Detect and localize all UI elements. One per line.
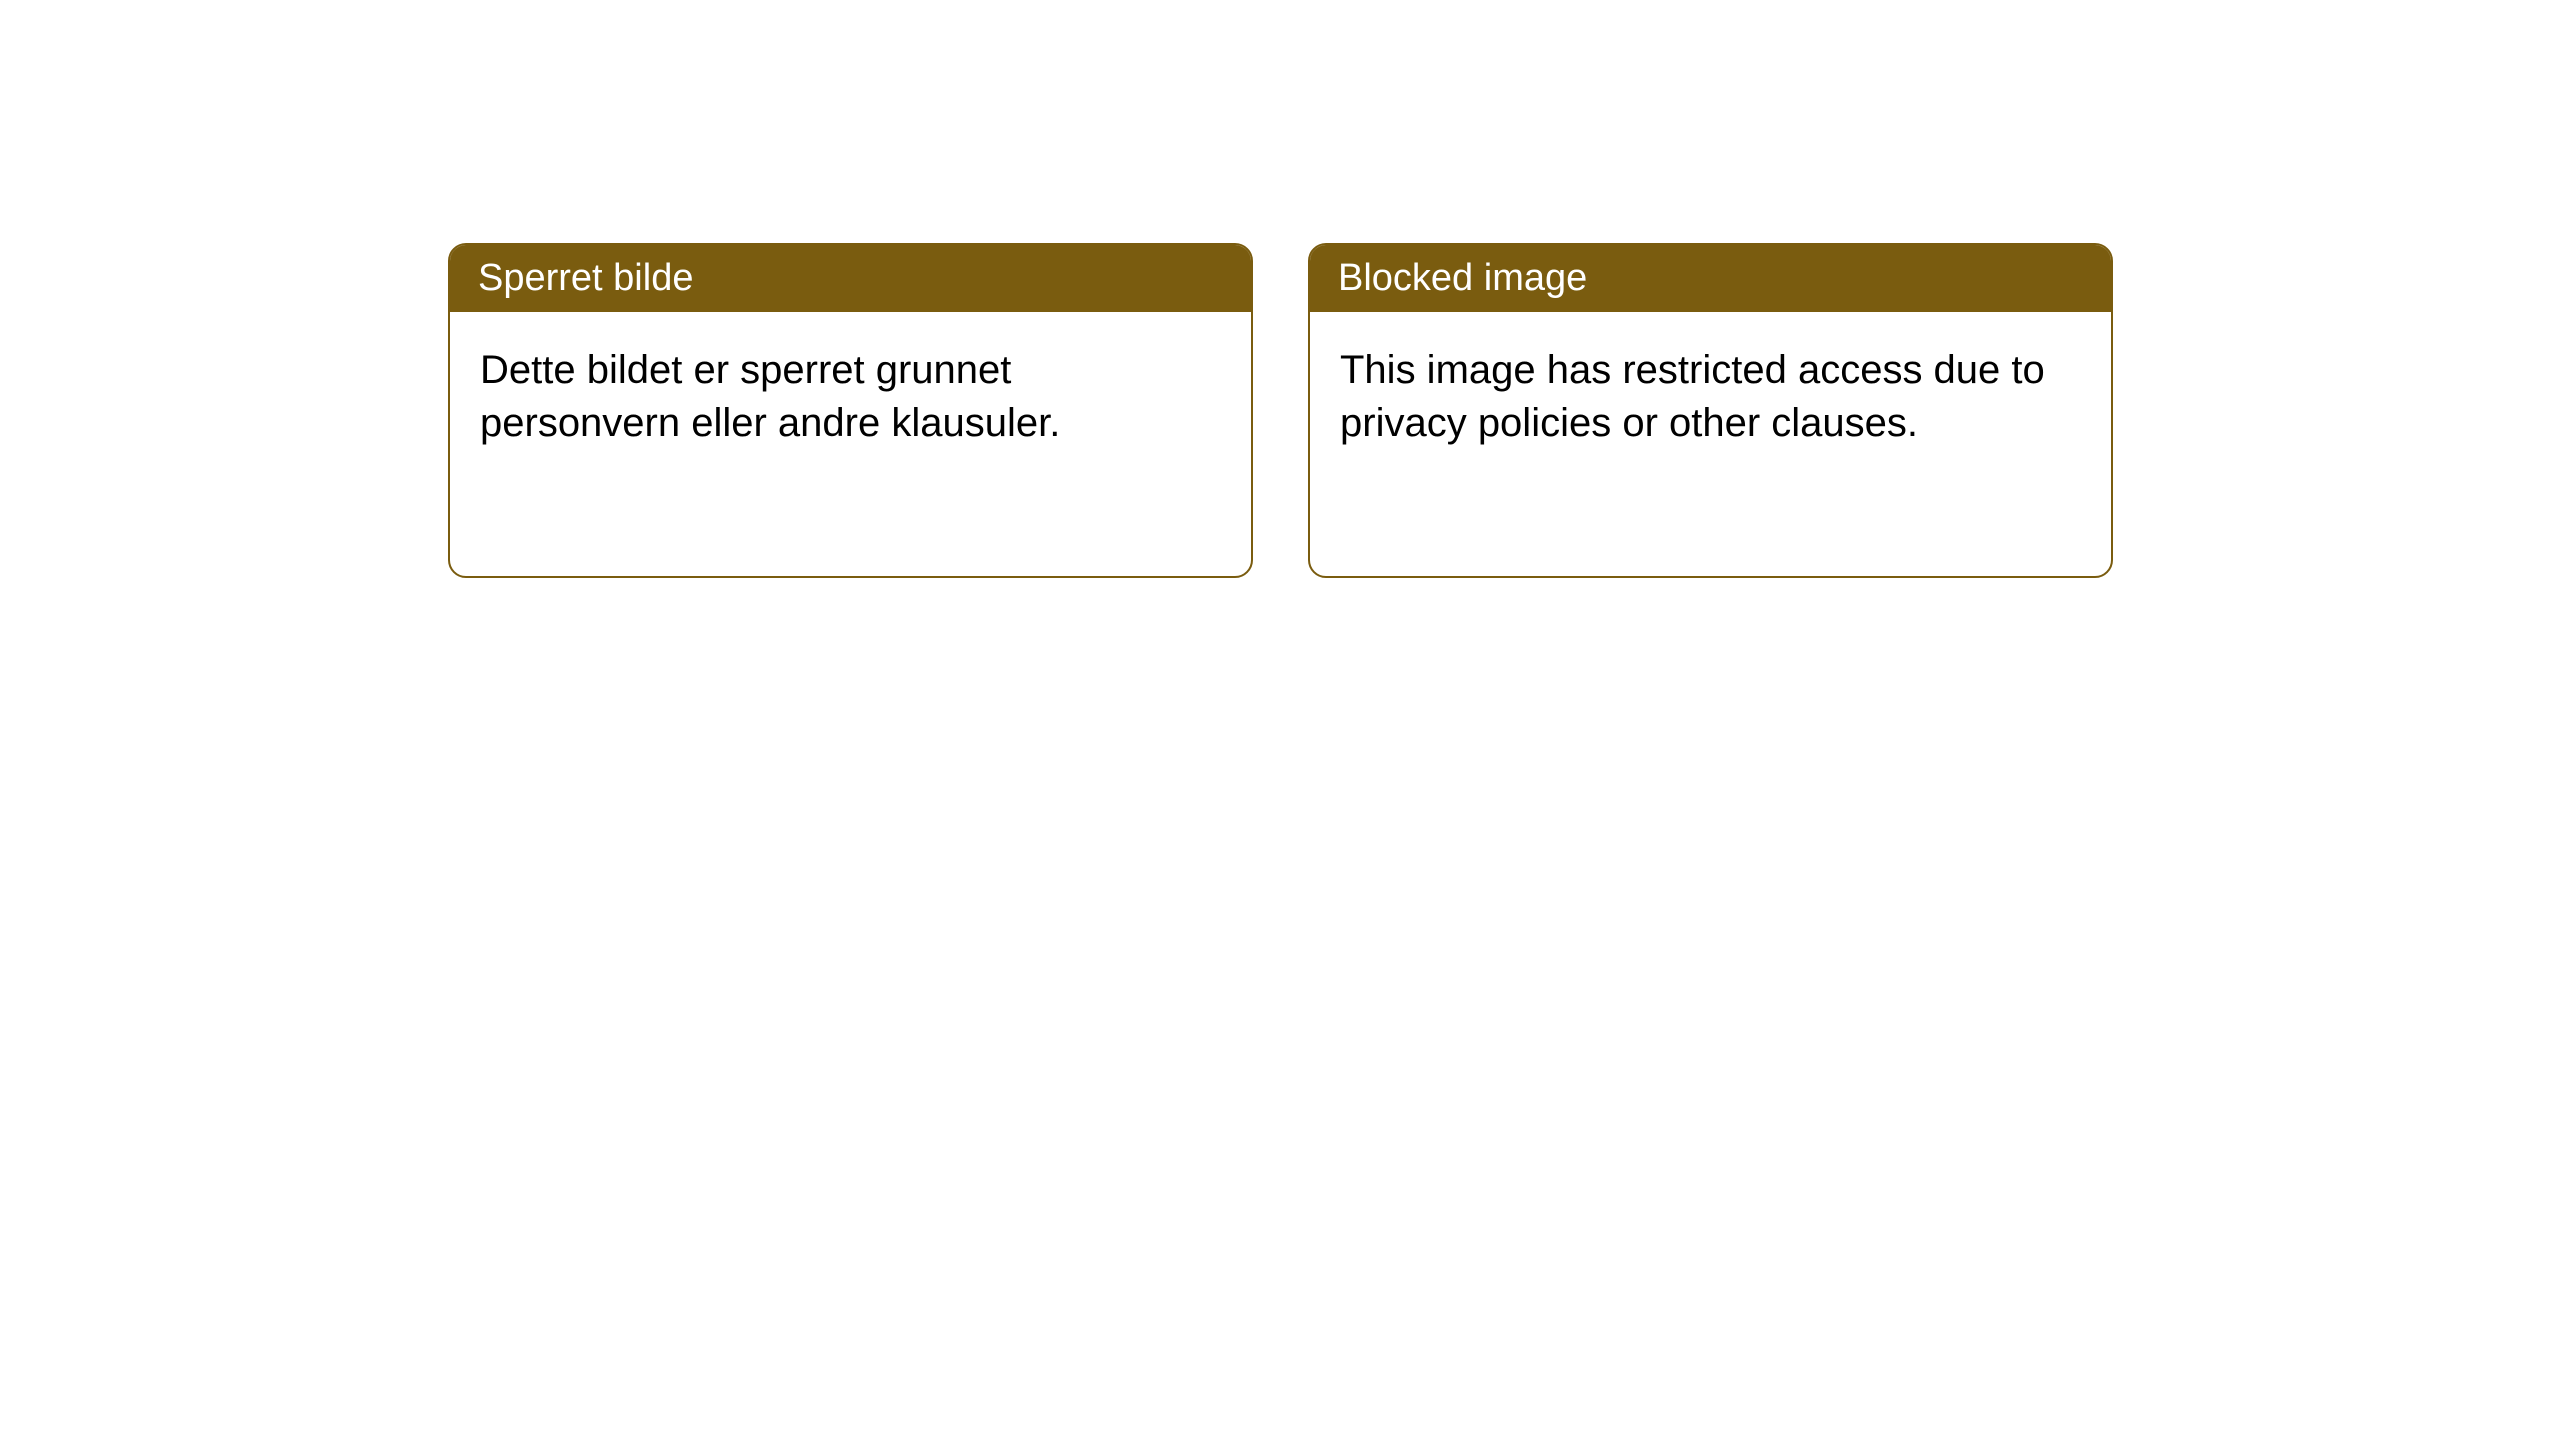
notice-header-no: Sperret bilde (450, 245, 1251, 312)
notice-box-no: Sperret bilde Dette bildet er sperret gr… (448, 243, 1253, 578)
notice-body-no: Dette bildet er sperret grunnet personve… (450, 312, 1251, 482)
notice-container: Sperret bilde Dette bildet er sperret gr… (0, 0, 2560, 578)
notice-body-en: This image has restricted access due to … (1310, 312, 2111, 482)
notice-box-en: Blocked image This image has restricted … (1308, 243, 2113, 578)
notice-header-en: Blocked image (1310, 245, 2111, 312)
